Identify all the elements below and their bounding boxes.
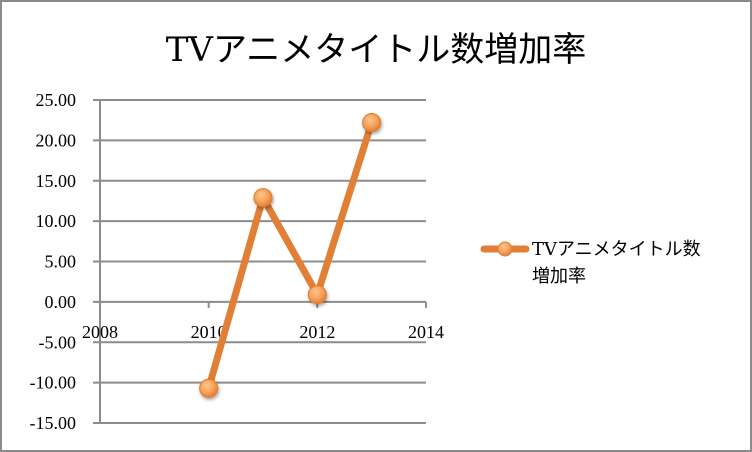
data-point-marker bbox=[307, 285, 327, 305]
y-tick-label: -10.00 bbox=[30, 373, 77, 393]
y-tick-label: 10.00 bbox=[36, 211, 77, 231]
legend-marker-icon bbox=[480, 241, 530, 257]
x-tick-label: 2010 bbox=[191, 322, 227, 342]
data-point-marker bbox=[199, 378, 219, 398]
legend-label: TVアニメタイトル数 増加率 bbox=[532, 236, 742, 290]
x-tick-label: 2008 bbox=[82, 322, 118, 342]
axes bbox=[99, 100, 427, 424]
x-axis-ticks: 2008 2010 2012 2014 bbox=[82, 322, 444, 342]
y-tick-label: 20.00 bbox=[36, 130, 77, 150]
y-tick-label: 0.00 bbox=[45, 292, 77, 312]
y-tick-label: -5.00 bbox=[39, 332, 77, 352]
data-point-marker bbox=[253, 188, 273, 208]
chart-title: TVアニメタイトル数増加率 bbox=[165, 30, 587, 70]
y-tick-label: 15.00 bbox=[36, 171, 77, 191]
y-axis-ticks: 25.00 20.00 15.00 10.00 5.00 0.00 -5.00 -10.00 -… bbox=[30, 90, 77, 433]
legend-label-line1: TVアニメタイトル数 bbox=[532, 239, 701, 260]
data-point-marker bbox=[362, 113, 382, 133]
y-tick-label: 5.00 bbox=[45, 252, 77, 272]
series-line bbox=[199, 113, 382, 398]
x-tick-label: 2014 bbox=[408, 322, 444, 342]
x-tick-label: 2012 bbox=[299, 322, 335, 342]
y-tick-label: -15.00 bbox=[30, 413, 77, 433]
legend-label-line2: 増加率 bbox=[532, 266, 586, 287]
y-tick-label: 25.00 bbox=[36, 90, 77, 110]
gridlines bbox=[93, 99, 426, 424]
